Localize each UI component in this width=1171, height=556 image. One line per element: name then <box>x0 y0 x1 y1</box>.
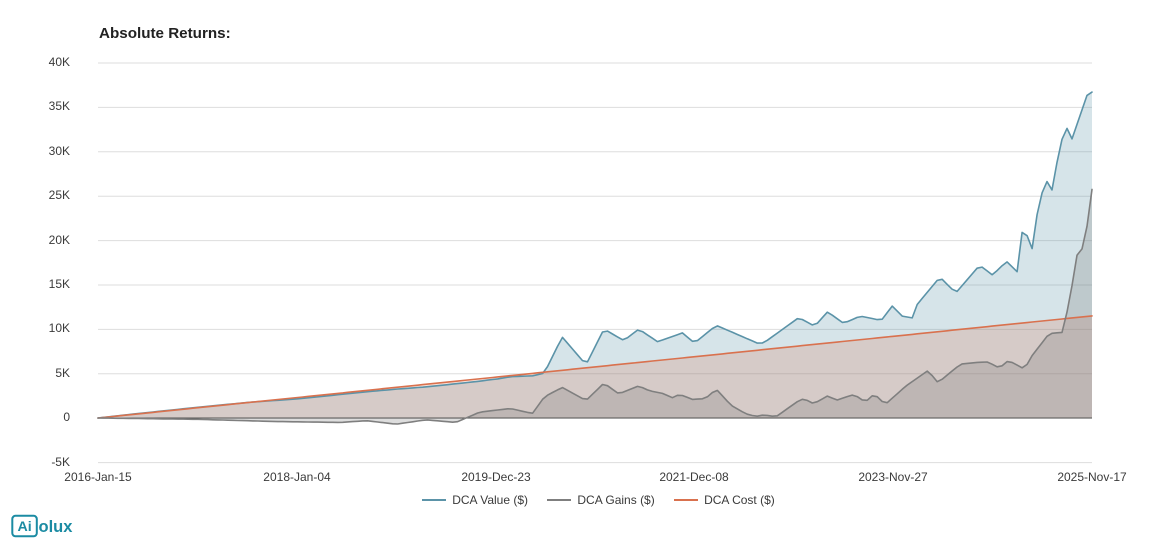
svg-text:Ai: Ai <box>18 519 32 535</box>
svg-text:olux: olux <box>39 518 74 536</box>
